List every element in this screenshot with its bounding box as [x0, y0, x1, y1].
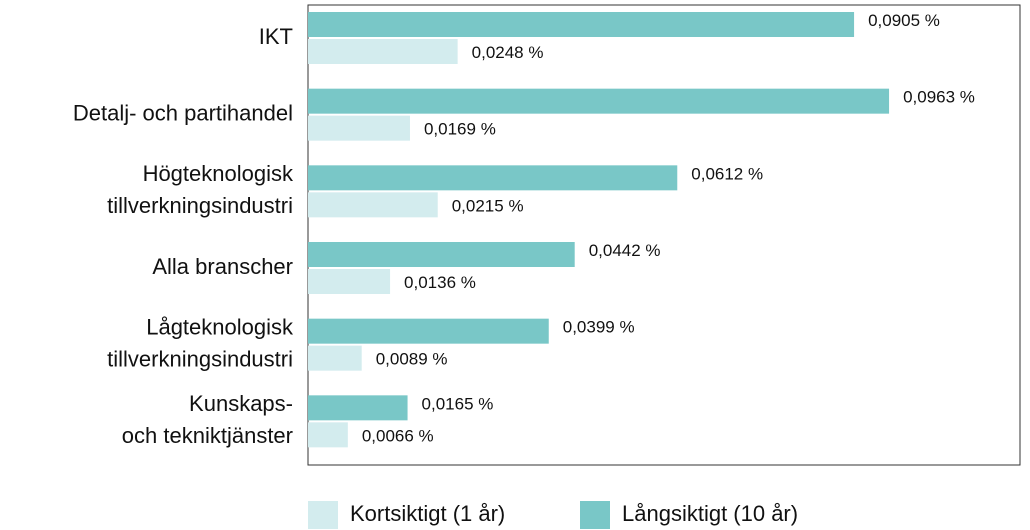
value-label: 0,0136 %	[404, 273, 476, 292]
legend-label: Långsiktigt (10 år)	[622, 501, 798, 526]
bar	[308, 395, 408, 421]
legend-label: Kortsiktigt (1 år)	[350, 501, 505, 526]
category-label: och tekniktjänster	[122, 423, 293, 448]
bar	[308, 269, 391, 294]
category-label: Kunskaps-	[189, 391, 293, 416]
bar	[308, 165, 678, 191]
bar	[308, 88, 890, 114]
plot-frame	[307, 4, 1021, 466]
bar	[308, 318, 549, 344]
category-label: Detalj- och partihandel	[73, 100, 293, 125]
value-label: 0,0248 %	[472, 43, 544, 62]
bar	[308, 422, 348, 448]
value-label: 0,0169 %	[424, 120, 496, 139]
legend-swatch	[580, 501, 610, 529]
category-label: tillverkningsindustri	[107, 346, 293, 371]
category-label: IKT	[259, 24, 293, 49]
bar	[308, 12, 855, 37]
value-label: 0,0905 %	[868, 11, 940, 30]
bar	[308, 115, 410, 141]
bar	[308, 345, 362, 371]
bar	[308, 39, 458, 64]
value-label: 0,0399 %	[563, 318, 635, 337]
value-label: 0,0089 %	[376, 350, 448, 369]
value-label: 0,0612 %	[691, 164, 763, 183]
value-label: 0,0963 %	[903, 88, 975, 107]
value-label: 0,0215 %	[452, 196, 524, 215]
value-label: 0,0066 %	[362, 426, 434, 445]
legend-swatch	[308, 501, 338, 529]
category-label: Alla branscher	[152, 254, 293, 279]
bar	[308, 242, 575, 267]
category-label: Högteknologisk	[143, 161, 294, 186]
value-label: 0,0165 %	[422, 394, 494, 413]
category-label: Lågteknologisk	[146, 314, 294, 339]
bar	[308, 192, 438, 218]
value-label: 0,0442 %	[589, 241, 661, 260]
category-label: tillverkningsindustri	[107, 193, 293, 218]
